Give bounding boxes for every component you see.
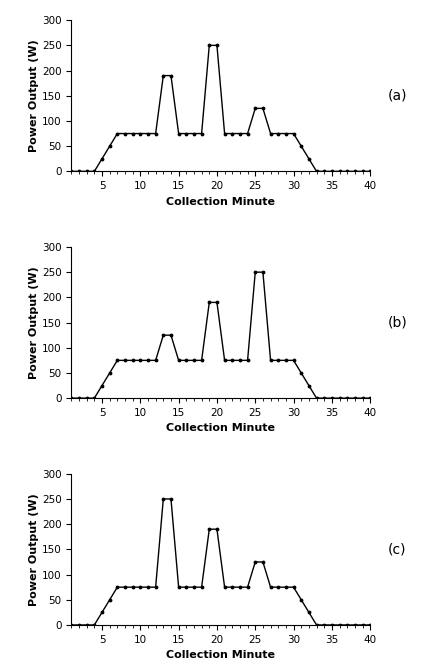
Text: (c): (c) (388, 542, 407, 556)
Y-axis label: Power Output (W): Power Output (W) (29, 40, 39, 152)
Y-axis label: Power Output (W): Power Output (W) (29, 266, 39, 379)
Text: (b): (b) (388, 316, 408, 329)
Text: (a): (a) (388, 89, 408, 103)
X-axis label: Collection Minute: Collection Minute (166, 197, 275, 206)
X-axis label: Collection Minute: Collection Minute (166, 423, 275, 433)
X-axis label: Collection Minute: Collection Minute (166, 650, 275, 660)
Y-axis label: Power Output (W): Power Output (W) (29, 493, 39, 605)
